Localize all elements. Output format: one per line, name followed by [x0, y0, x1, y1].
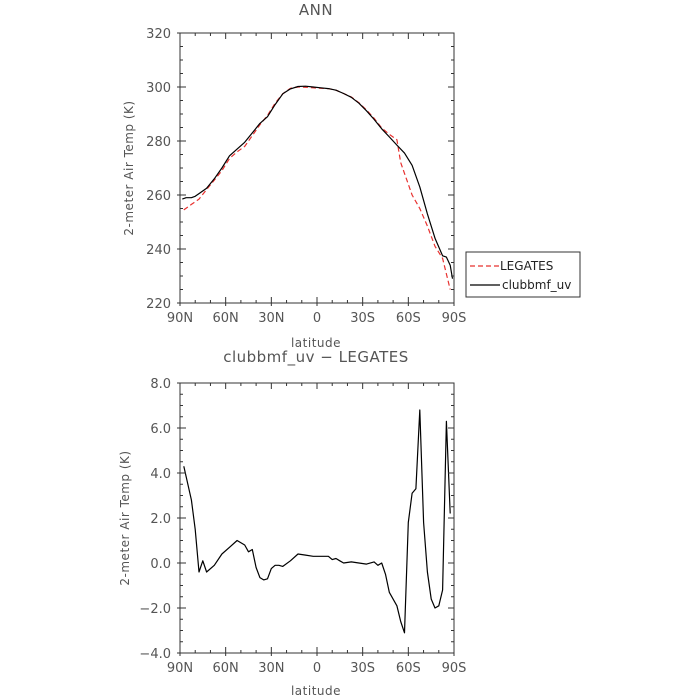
x-tick-labels-bottom: 90N 60N 30N 0 30S 60S 90S — [167, 661, 467, 676]
y-axis-label: 2-meter Air Temp (K) — [122, 100, 136, 235]
x-tick-label: 60N — [213, 661, 239, 676]
x-tick-label: 90S — [442, 661, 467, 676]
x-axis-label-difference: latitude — [291, 684, 341, 698]
legend-label-legates: LEGATES — [500, 259, 553, 273]
y-tick-label: 300 — [146, 81, 171, 96]
y-tick-labels-bottom: −4.0 −2.0 0.0 2.0 4.0 6.0 8.0 — [139, 377, 171, 662]
y-tick-label: 260 — [146, 189, 171, 204]
chart-title: ANN — [299, 1, 333, 19]
y-tick-label: 2.0 — [150, 512, 171, 527]
legates-line — [183, 86, 451, 290]
difference-panel: clubbmf_uv − LEGATES 90N 60N 30N 0 30S 60S 90S… — [118, 348, 466, 698]
y-tick-label: 6.0 — [150, 422, 171, 437]
x-tick-label: 0 — [313, 661, 321, 676]
y-tick-label: 280 — [146, 135, 171, 150]
legend-label-clubbmf-uv: clubbmf_uv — [502, 278, 571, 292]
x-tick-label: 60S — [396, 311, 421, 326]
y-tick-label: 320 — [146, 27, 171, 42]
y-tick-label: 8.0 — [150, 377, 171, 392]
temperature-panel: ANN 90N 60N 30N 0 30S 60S 90S 220 240 260 280 300 3… — [122, 1, 581, 350]
x-tick-label: 60S — [396, 661, 421, 676]
x-axis-label: latitude — [291, 336, 341, 350]
x-tick-label: 90S — [442, 311, 467, 326]
y-tick-label: −2.0 — [139, 602, 171, 617]
y-tick-labels-top: 220 240 260 280 300 320 — [146, 27, 171, 312]
x-tick-label: 90N — [167, 311, 193, 326]
x-tick-label: 30N — [258, 311, 284, 326]
y-axis-label-difference: 2-meter Air Temp (K) — [118, 450, 132, 585]
ticks-bottom — [177, 382, 455, 656]
top-series-group — [182, 85, 454, 290]
bottom-series-group — [183, 409, 451, 634]
x-tick-label: 0 — [313, 311, 321, 326]
y-tick-label: 240 — [146, 243, 171, 258]
legend-box — [465, 251, 581, 298]
y-tick-label: 220 — [146, 297, 171, 312]
x-tick-label: 30N — [258, 661, 284, 676]
x-tick-label: 90N — [167, 661, 193, 676]
plot-frame-difference — [179, 382, 455, 654]
y-tick-label: 4.0 — [150, 467, 171, 482]
ticks-top — [177, 32, 455, 306]
x-tick-labels-top: 90N 60N 30N 0 30S 60S 90S — [167, 311, 467, 326]
x-tick-label: 30S — [350, 661, 375, 676]
chart-title-difference: clubbmf_uv − LEGATES — [223, 348, 409, 367]
legend: LEGATES clubbmf_uv — [465, 251, 581, 298]
difference-line — [183, 409, 451, 634]
x-tick-label: 60N — [213, 311, 239, 326]
y-tick-label: −4.0 — [139, 647, 171, 662]
y-tick-label: 0.0 — [150, 557, 171, 572]
x-tick-label: 30S — [350, 311, 375, 326]
clubbmf-uv-line — [182, 85, 454, 279]
